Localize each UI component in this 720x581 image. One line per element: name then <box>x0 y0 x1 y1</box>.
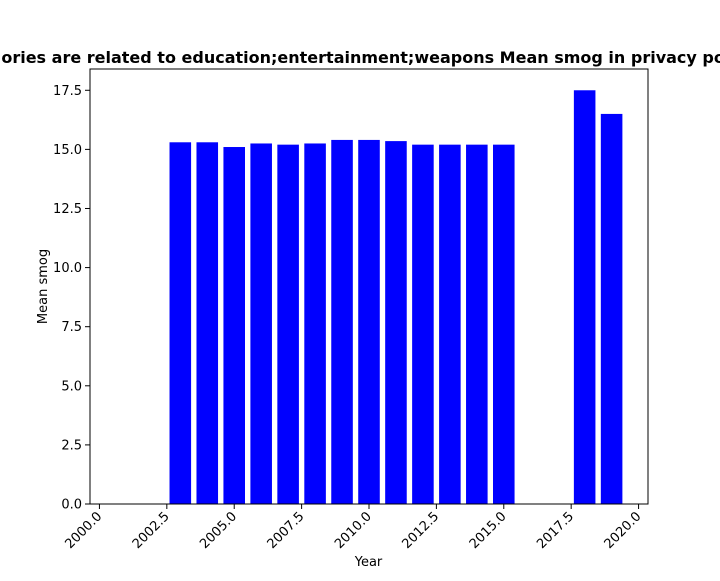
bar-2011 <box>385 141 407 505</box>
y-tick-label: 10.0 <box>53 261 82 276</box>
bar-2004 <box>196 142 219 505</box>
y-axis-label: Mean smog <box>36 249 51 324</box>
bar-2018 <box>573 90 596 505</box>
bar-2005 <box>223 147 245 505</box>
bar-2013 <box>439 144 461 505</box>
bar-2019 <box>600 113 623 504</box>
y-tick-label: 15.0 <box>53 143 82 158</box>
bar-2010 <box>358 139 380 504</box>
bar-2007 <box>277 144 299 505</box>
x-tick-label: 2017.5 <box>534 509 577 552</box>
bar-2008 <box>304 143 326 505</box>
bar-2014 <box>466 144 488 505</box>
x-tick-label: 2015.0 <box>467 509 510 552</box>
bars-layer <box>169 90 623 505</box>
y-tick-label: 17.5 <box>53 84 82 99</box>
x-tick-label: 2007.5 <box>265 509 308 552</box>
x-tick-label: 2010.0 <box>332 509 375 552</box>
x-tick-label: 2005.0 <box>197 509 240 552</box>
bar-2015 <box>493 144 515 505</box>
x-tick-label: 2002.5 <box>130 509 173 552</box>
y-tick-label: 0.0 <box>61 498 82 513</box>
chart-title: Categories are related to education;ente… <box>0 48 720 67</box>
y-tick-label: 5.0 <box>61 379 82 394</box>
bar-2009 <box>331 139 353 504</box>
bar-2003 <box>169 142 192 505</box>
y-tick-label: 12.5 <box>53 202 82 217</box>
x-tick-label: 2000.0 <box>62 509 105 552</box>
x-tick-label: 2020.0 <box>602 509 645 552</box>
x-tick-label: 2012.5 <box>399 509 442 552</box>
bar-2012 <box>412 144 434 505</box>
x-axis-label: Year <box>354 555 383 570</box>
bar-2006 <box>250 143 272 505</box>
y-tick-label: 2.5 <box>61 438 82 453</box>
y-tick-label: 7.5 <box>61 320 82 335</box>
